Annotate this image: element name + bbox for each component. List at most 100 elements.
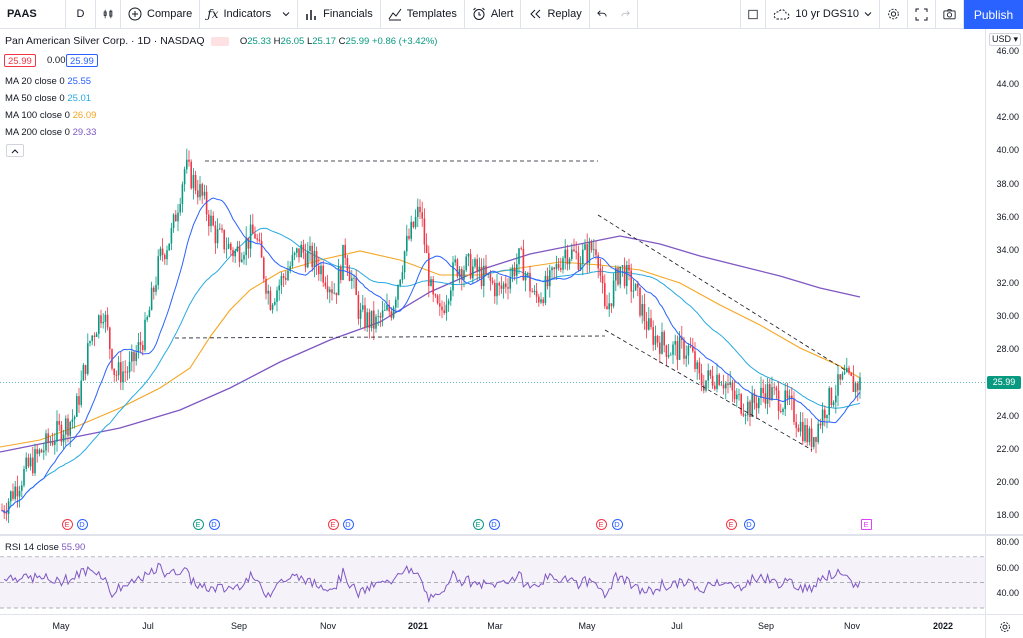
candle <box>788 389 791 405</box>
earnings-event-marker[interactable]: E <box>327 519 339 530</box>
interval-button[interactable]: D <box>66 0 96 29</box>
candle <box>333 282 335 295</box>
undo-button[interactable] <box>590 0 614 29</box>
candle <box>839 373 841 386</box>
symbol-search[interactable]: PAAS <box>0 0 66 29</box>
candle <box>795 414 797 438</box>
financials-button[interactable]: Financials <box>298 0 381 29</box>
candle <box>740 392 742 416</box>
candle <box>269 286 272 311</box>
rsi-chart[interactable] <box>0 536 985 614</box>
candle <box>186 148 188 174</box>
candle <box>601 265 604 294</box>
candle <box>313 243 316 278</box>
bid-price[interactable]: 25.99 <box>4 54 36 67</box>
replay-button[interactable]: Replay <box>521 0 590 29</box>
series-title: Pan American Silver Corp. · 1D · NASDAQ <box>5 35 205 47</box>
square-icon <box>748 9 759 19</box>
candle <box>505 275 507 294</box>
candle <box>234 248 236 264</box>
dividend-event-marker[interactable]: D <box>208 519 220 530</box>
ma20-legend[interactable]: MA 20 close 0 25.55 <box>5 76 91 87</box>
candle <box>463 265 465 288</box>
redo-button[interactable] <box>614 0 638 29</box>
candle <box>698 357 701 380</box>
ask-price[interactable]: 25.99 <box>66 54 98 67</box>
layout-button[interactable] <box>740 0 767 29</box>
candle <box>122 361 124 391</box>
candle <box>364 297 366 331</box>
earnings-event-marker[interactable]: E <box>860 519 872 530</box>
candle <box>252 213 254 234</box>
candle <box>379 312 382 327</box>
candle <box>568 257 571 270</box>
candle <box>403 250 406 280</box>
indicators-button[interactable]: ƒx Indicators <box>200 0 299 29</box>
candles-icon <box>103 9 113 19</box>
alert-button[interactable]: Alert <box>465 0 522 29</box>
rsi-pane[interactable] <box>0 536 985 614</box>
pane-separator[interactable] <box>0 534 1023 536</box>
settings-button[interactable] <box>880 0 908 29</box>
dividend-event-marker[interactable]: D <box>488 519 500 530</box>
candle <box>480 258 483 290</box>
price-chart[interactable] <box>0 29 985 534</box>
close-value: 25.99 <box>345 36 370 47</box>
dividend-event-marker[interactable]: D <box>611 519 623 530</box>
candle <box>370 310 373 332</box>
candle <box>225 237 228 259</box>
scale-settings-button[interactable] <box>985 614 1023 638</box>
candle <box>161 238 164 262</box>
ma100-legend[interactable]: MA 100 close 0 26.09 <box>5 110 96 121</box>
candle <box>648 307 650 331</box>
ma200-legend[interactable]: MA 200 close 0 29.33 <box>5 127 96 138</box>
candle <box>137 333 140 359</box>
candle <box>733 379 736 403</box>
candle <box>560 257 562 273</box>
candle <box>120 351 122 390</box>
earnings-event-marker[interactable]: E <box>595 519 607 530</box>
earnings-event-marker[interactable]: E <box>192 519 204 530</box>
earnings-event-marker[interactable]: E <box>725 519 737 530</box>
dividend-event-marker[interactable]: D <box>342 519 354 530</box>
earnings-event-marker[interactable]: E <box>61 519 73 530</box>
price-scale[interactable]: USD ▾ 46.00 44.00 42.00 40.00 38.00 36.00 34.0… <box>985 29 1023 534</box>
candle <box>848 365 850 375</box>
candle <box>263 256 265 283</box>
candle <box>634 283 637 291</box>
ma50-legend[interactable]: MA 50 close 0 25.01 <box>5 93 91 104</box>
fullscreen-button[interactable] <box>908 0 936 29</box>
candle <box>626 260 628 295</box>
currency-selector[interactable]: USD ▾ <box>989 33 1022 46</box>
publish-button[interactable]: Publish <box>964 0 1023 29</box>
collapse-legend-button[interactable] <box>6 144 24 157</box>
candle <box>232 247 234 263</box>
candle <box>830 387 833 408</box>
candle <box>307 242 309 269</box>
rsi-legend[interactable]: RSI 14 close 55.90 <box>5 542 85 553</box>
dividend-event-marker[interactable]: D <box>743 519 755 530</box>
candle <box>49 436 52 446</box>
compare-button[interactable]: Compare <box>121 0 201 29</box>
compare-label: Compare <box>147 8 193 20</box>
time-axis[interactable]: May Jul Sep Nov 2021 Mar May Jul Sep Nov 2022 <box>0 614 985 638</box>
open-label: O <box>239 36 248 47</box>
candle <box>131 344 133 372</box>
candle <box>755 394 758 419</box>
candle <box>593 239 595 258</box>
snapshot-button[interactable] <box>936 0 964 29</box>
main-chart-pane[interactable] <box>0 29 985 534</box>
channel-upper-trendline <box>597 214 846 371</box>
templates-button[interactable]: Templates <box>381 0 465 29</box>
chart-type-button[interactable] <box>96 0 121 29</box>
compare-symbol-button[interactable]: 10 yr DGS10 <box>766 0 880 29</box>
hide-indicator-toggle[interactable] <box>211 36 230 46</box>
candle <box>650 309 652 330</box>
financials-label: Financials <box>323 8 373 20</box>
earnings-event-marker[interactable]: E <box>472 519 484 530</box>
candle <box>142 340 144 356</box>
dividend-event-marker[interactable]: D <box>76 519 88 530</box>
rsi-scale[interactable]: 80.00 60.00 40.00 <box>985 536 1023 614</box>
candle <box>804 418 806 443</box>
alarm-clock-icon <box>472 7 485 20</box>
